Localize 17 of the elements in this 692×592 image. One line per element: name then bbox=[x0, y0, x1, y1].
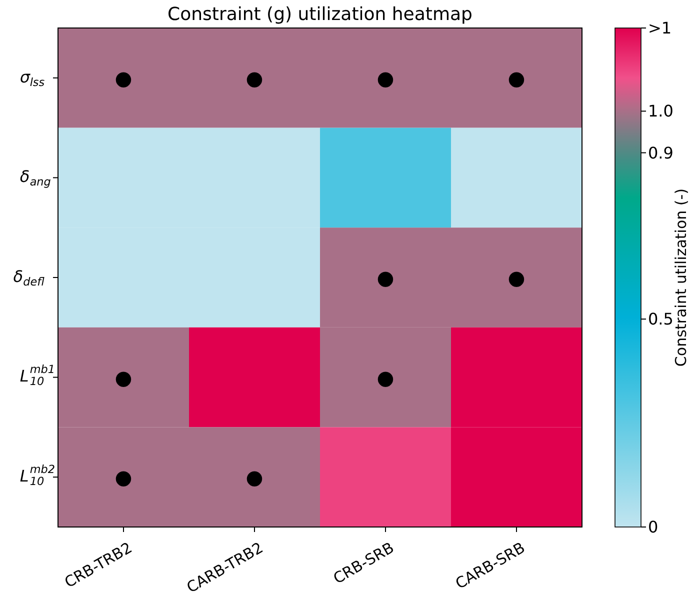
data-label: ● bbox=[114, 465, 132, 490]
color-bar-label: >1 bbox=[648, 18, 672, 38]
color-bar-label: 1.0 bbox=[648, 102, 674, 121]
data-label: ● bbox=[246, 66, 264, 90]
data-label: ● bbox=[376, 266, 394, 290]
color-bar-title: Constraint utilization (-) bbox=[672, 188, 690, 367]
color-bar-label: 0 bbox=[648, 518, 658, 536]
data-label: ● bbox=[114, 365, 132, 390]
data-label: ● bbox=[376, 365, 394, 390]
color-bar-label: 0.5 bbox=[648, 310, 674, 329]
data-label: ● bbox=[376, 66, 394, 90]
data-label: ● bbox=[508, 266, 526, 290]
data-label: ● bbox=[246, 465, 264, 490]
color-bar-label: 0.9 bbox=[648, 143, 674, 162]
data-label: ● bbox=[508, 66, 526, 90]
chart-title: Constraint (g) utilization heatmap bbox=[168, 4, 472, 25]
data-label: ● bbox=[114, 66, 132, 90]
